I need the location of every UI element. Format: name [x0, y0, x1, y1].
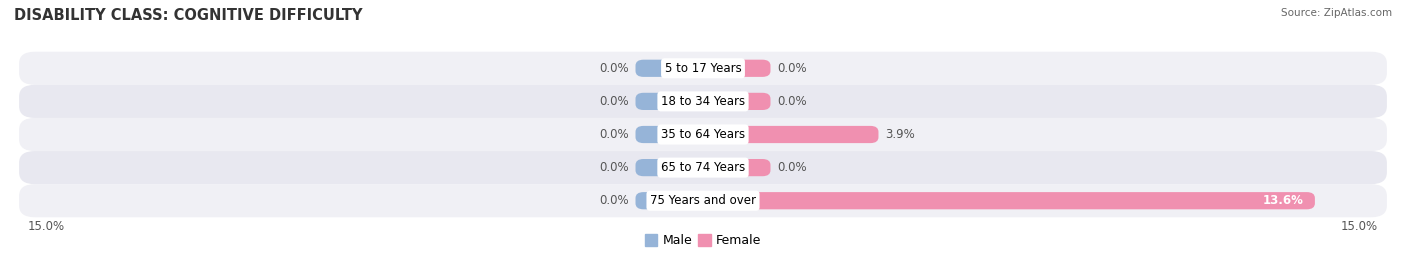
- Text: 0.0%: 0.0%: [599, 95, 628, 108]
- FancyBboxPatch shape: [703, 60, 770, 77]
- Text: 15.0%: 15.0%: [1341, 220, 1378, 233]
- Text: 0.0%: 0.0%: [599, 128, 628, 141]
- FancyBboxPatch shape: [636, 126, 703, 143]
- Text: 0.0%: 0.0%: [599, 161, 628, 174]
- FancyBboxPatch shape: [636, 192, 703, 209]
- Text: 0.0%: 0.0%: [599, 62, 628, 75]
- FancyBboxPatch shape: [636, 60, 703, 77]
- FancyBboxPatch shape: [20, 118, 1386, 151]
- FancyBboxPatch shape: [703, 192, 1315, 209]
- Text: 0.0%: 0.0%: [778, 95, 807, 108]
- FancyBboxPatch shape: [703, 159, 770, 176]
- FancyBboxPatch shape: [20, 151, 1386, 184]
- FancyBboxPatch shape: [20, 184, 1386, 217]
- FancyBboxPatch shape: [20, 85, 1386, 118]
- Text: DISABILITY CLASS: COGNITIVE DIFFICULTY: DISABILITY CLASS: COGNITIVE DIFFICULTY: [14, 8, 363, 23]
- FancyBboxPatch shape: [636, 159, 703, 176]
- FancyBboxPatch shape: [703, 126, 879, 143]
- Text: 75 Years and over: 75 Years and over: [650, 194, 756, 207]
- Text: 3.9%: 3.9%: [886, 128, 915, 141]
- Text: 0.0%: 0.0%: [599, 194, 628, 207]
- Legend: Male, Female: Male, Female: [640, 229, 766, 252]
- Text: 13.6%: 13.6%: [1263, 194, 1303, 207]
- Text: 0.0%: 0.0%: [778, 62, 807, 75]
- Text: 18 to 34 Years: 18 to 34 Years: [661, 95, 745, 108]
- FancyBboxPatch shape: [20, 52, 1386, 85]
- Text: 0.0%: 0.0%: [778, 161, 807, 174]
- Text: 65 to 74 Years: 65 to 74 Years: [661, 161, 745, 174]
- Text: 15.0%: 15.0%: [28, 220, 65, 233]
- Text: 5 to 17 Years: 5 to 17 Years: [665, 62, 741, 75]
- FancyBboxPatch shape: [703, 93, 770, 110]
- Text: 35 to 64 Years: 35 to 64 Years: [661, 128, 745, 141]
- FancyBboxPatch shape: [636, 93, 703, 110]
- Text: Source: ZipAtlas.com: Source: ZipAtlas.com: [1281, 8, 1392, 18]
